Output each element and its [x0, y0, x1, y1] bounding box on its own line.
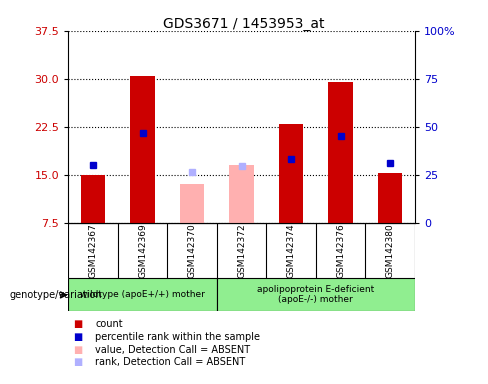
- Bar: [378, 173, 403, 223]
- Text: ■: ■: [73, 345, 82, 355]
- Text: GSM142376: GSM142376: [336, 223, 345, 278]
- Text: wildtype (apoE+/+) mother: wildtype (apoE+/+) mother: [80, 290, 205, 299]
- Text: rank, Detection Call = ABSENT: rank, Detection Call = ABSENT: [95, 358, 245, 367]
- Text: GSM142374: GSM142374: [286, 223, 296, 278]
- Bar: [81, 175, 105, 223]
- Text: GSM142380: GSM142380: [386, 223, 395, 278]
- Bar: [217, 278, 415, 311]
- Bar: [130, 76, 155, 223]
- Text: GSM142370: GSM142370: [187, 223, 197, 278]
- Bar: [68, 278, 217, 311]
- Text: GSM142367: GSM142367: [88, 223, 98, 278]
- Text: ■: ■: [73, 319, 82, 329]
- Bar: [328, 82, 353, 223]
- Text: ■: ■: [73, 358, 82, 367]
- Bar: [279, 124, 304, 223]
- Text: percentile rank within the sample: percentile rank within the sample: [95, 332, 260, 342]
- Bar: [229, 165, 254, 223]
- Text: value, Detection Call = ABSENT: value, Detection Call = ABSENT: [95, 345, 250, 355]
- Text: count: count: [95, 319, 123, 329]
- Text: GSM142369: GSM142369: [138, 223, 147, 278]
- Text: GSM142372: GSM142372: [237, 223, 246, 278]
- Text: genotype/variation: genotype/variation: [10, 290, 102, 300]
- Text: apolipoprotein E-deficient
(apoE-/-) mother: apolipoprotein E-deficient (apoE-/-) mot…: [257, 285, 374, 305]
- Text: ■: ■: [73, 332, 82, 342]
- Text: GDS3671 / 1453953_at: GDS3671 / 1453953_at: [163, 17, 325, 31]
- Bar: [180, 184, 204, 223]
